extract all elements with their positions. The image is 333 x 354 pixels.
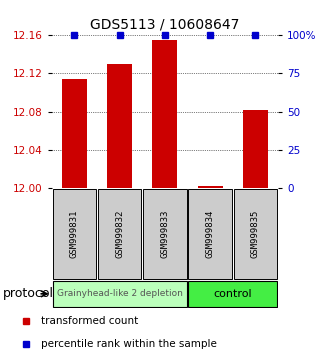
Text: control: control — [213, 289, 252, 299]
Text: GSM999835: GSM999835 — [251, 210, 260, 258]
Text: protocol: protocol — [3, 287, 54, 300]
Bar — [98, 189, 141, 279]
Bar — [188, 280, 277, 307]
Text: GSM999832: GSM999832 — [115, 210, 124, 258]
Bar — [107, 64, 132, 188]
Bar — [53, 280, 186, 307]
Bar — [153, 40, 177, 188]
Bar — [234, 189, 277, 279]
Bar — [188, 189, 232, 279]
Bar — [53, 189, 96, 279]
Title: GDS5113 / 10608647: GDS5113 / 10608647 — [90, 17, 239, 32]
Text: GSM999833: GSM999833 — [160, 210, 169, 258]
Text: percentile rank within the sample: percentile rank within the sample — [42, 339, 217, 349]
Bar — [198, 186, 222, 188]
Text: GSM999831: GSM999831 — [70, 210, 79, 258]
Text: Grainyhead-like 2 depletion: Grainyhead-like 2 depletion — [57, 289, 182, 298]
Text: GSM999834: GSM999834 — [205, 210, 215, 258]
Bar — [243, 110, 268, 188]
Text: transformed count: transformed count — [42, 316, 139, 326]
Bar — [143, 189, 186, 279]
Bar — [62, 79, 87, 188]
